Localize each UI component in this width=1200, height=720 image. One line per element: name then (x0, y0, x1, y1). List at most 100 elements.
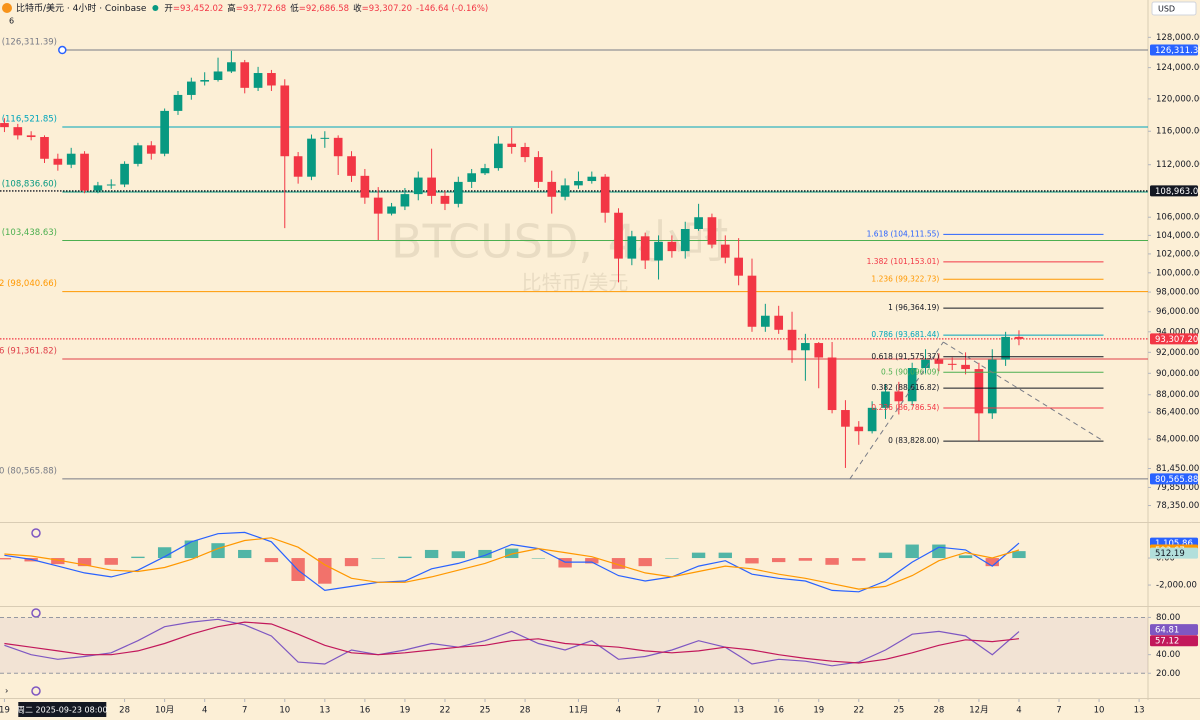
trend-line (943, 341, 1104, 442)
candle-body (387, 206, 396, 214)
candle-body (854, 426, 864, 432)
candle-body (774, 315, 784, 330)
x-tick-label: 28 (119, 706, 130, 716)
x-tick-label: 16 (773, 706, 784, 716)
histogram-bar (184, 540, 199, 559)
live-dot (152, 5, 159, 11)
histogram-bar (131, 556, 145, 559)
candle-body (227, 62, 236, 72)
candle-body (627, 236, 637, 259)
y-tick-label: 104,000.00 (1156, 231, 1200, 241)
candle-body (307, 138, 316, 177)
candle-body (587, 176, 597, 182)
x-tick-label: 25 (480, 706, 491, 716)
candle-body (133, 145, 143, 164)
histogram-bar (852, 558, 866, 561)
histogram-bar (878, 552, 893, 559)
fib-extension-label: 0.236 (86,786.54) (871, 403, 939, 412)
candle-body (494, 143, 503, 169)
price-badge-label: 108,963.03 (1155, 187, 1200, 197)
candle-body (534, 157, 543, 182)
candle-body (1014, 336, 1024, 339)
candle-body (40, 137, 49, 159)
candle-body (400, 194, 410, 207)
candle-body (13, 127, 23, 136)
candle-body (360, 175, 370, 198)
y-tick-label: 88,000.00 (1156, 390, 1199, 400)
histogram-bar (398, 556, 412, 559)
histogram-bar (264, 558, 279, 563)
trend-line (849, 341, 944, 480)
y-tick-label: 102,000.00 (1156, 249, 1200, 259)
x-tick-label: 10月 (155, 706, 174, 716)
axes: 128,000.00 124,000.00 120,000.00 116,000.00… (0, 33, 1200, 717)
y-tick-label: 90,000.00 (1156, 369, 1199, 379)
x-tick-label: 4 (1016, 706, 1021, 716)
currency-box[interactable] (1151, 1, 1197, 16)
header: 比特币/美元 · 4小时 · Coinbase 6 USD 开 =93,452.0… (2, 1, 1197, 26)
candle-body (907, 368, 917, 402)
watermark: BTCUSD, 4小时 比特币/美元 (391, 215, 729, 295)
y-tick-label: 120,000.00 (1156, 94, 1200, 104)
x-tick-label: 19 (400, 706, 411, 716)
candle-body (600, 176, 610, 213)
x-tick-label: 7 (656, 706, 661, 716)
symbol-title[interactable]: 比特币/美元 · 4小时 · Coinbase (16, 2, 147, 14)
x-tick-label: 19 (0, 706, 10, 716)
collapse-arrow[interactable]: › (5, 687, 8, 697)
indicator-count[interactable]: 6 (9, 17, 14, 26)
candle-body (507, 143, 517, 147)
histogram-bar (344, 558, 359, 567)
x-tick-label: 4 (616, 706, 621, 716)
candle-body (867, 407, 877, 432)
fib-label: 0 (80,565.88) (0, 466, 57, 476)
candle-body (747, 275, 757, 327)
indicator-line (4, 621, 1020, 664)
y-tick-label: 112,000.00 (1156, 160, 1200, 170)
candle-body (720, 244, 730, 258)
x-tick-label: 13 (1134, 706, 1145, 716)
candle-body (707, 217, 717, 245)
histogram-bar (478, 549, 492, 559)
indicator-toggle[interactable] (31, 686, 41, 696)
fib-extension-label: 1.618 (104,111.55) (867, 229, 940, 238)
candle-body (240, 62, 250, 88)
watermark-subtitle: 比特币/美元 (522, 271, 629, 295)
histogram-bar (932, 544, 946, 559)
x-tick-label: 22 (440, 706, 451, 716)
candle-body (146, 145, 156, 154)
price-badge (1150, 547, 1198, 559)
candle-body (694, 217, 703, 229)
price-badge (1150, 624, 1198, 636)
candle-body (787, 329, 797, 351)
histogram-bar (798, 558, 813, 561)
candle-body (66, 153, 76, 165)
y-tick-label: 106,000.00 (1156, 213, 1200, 223)
histogram-bar (985, 558, 999, 567)
y-tick-label: 124,000.00 (1156, 63, 1200, 73)
candle-body (160, 110, 169, 154)
indicator-toggle[interactable] (31, 528, 41, 538)
x-tick-label: 11月 (569, 706, 588, 716)
ohlc-value: =93,772.68 (236, 4, 286, 14)
price-badge-label: 80,565.88 (1155, 475, 1198, 485)
ohlc-label: 低 (290, 3, 299, 14)
candle-body (760, 315, 770, 327)
price-badge-label: 1,105.86 (1155, 539, 1193, 549)
currency[interactable]: USD (1158, 5, 1175, 14)
fib-extension-label: 1.236 (99,322.73) (871, 274, 939, 283)
candle-body (347, 156, 356, 176)
y-tick-label: 94,000.00 (1156, 327, 1199, 337)
histogram-bar (371, 558, 385, 559)
fib-label: 0.5 (103,438.63) (0, 228, 57, 238)
fib-label: 1 (126,311.39) (0, 38, 57, 48)
candle-body (881, 391, 890, 408)
candle-body (320, 137, 330, 139)
histogram-bar (505, 548, 519, 559)
indicator-line (4, 537, 1020, 590)
candle-body (453, 181, 463, 204)
y-tick-label: 84,000.00 (1156, 435, 1199, 445)
candle-body (53, 158, 63, 165)
rsi-band (0, 617, 1148, 674)
